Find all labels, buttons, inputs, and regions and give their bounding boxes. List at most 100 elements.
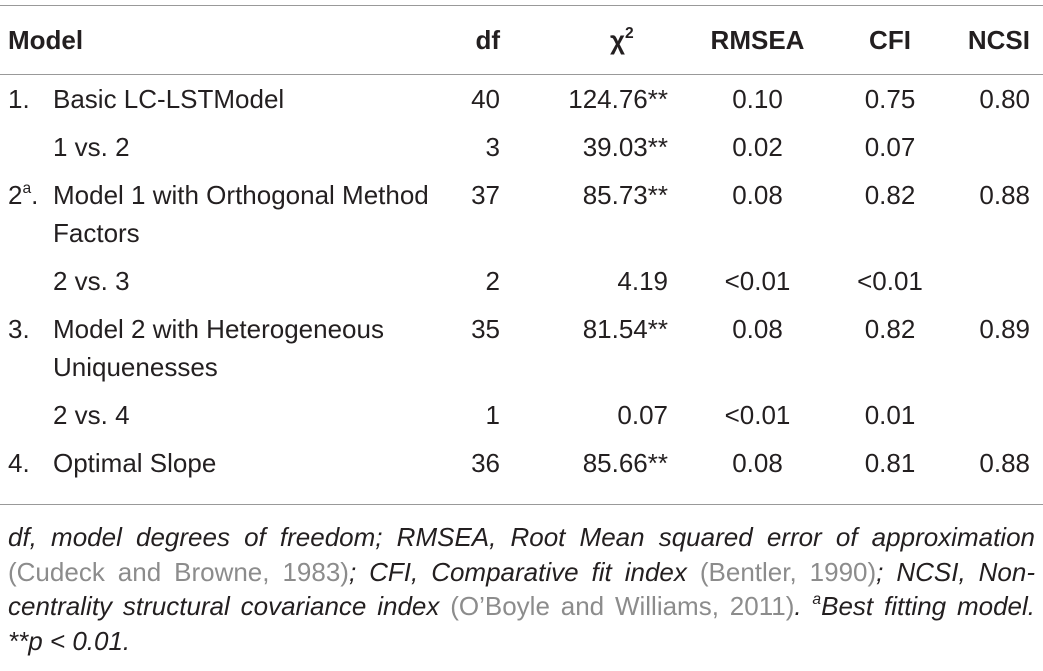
- footnote-superscript: a: [812, 591, 822, 609]
- comparison-row: 2 vs. 3 2 4.19 <0.01 <0.01: [0, 257, 1043, 305]
- value-text: 0.08: [732, 448, 783, 478]
- model-cell: 1. Basic LC-LSTModel: [0, 75, 455, 124]
- column-header: χ2: [510, 6, 680, 75]
- value-cell: 81.54**: [510, 305, 680, 391]
- value-cell: 85.73**: [510, 171, 680, 257]
- column-header: Model: [0, 6, 455, 75]
- model-name: 2 vs. 4: [53, 400, 130, 430]
- column-header: RMSEA: [680, 6, 835, 75]
- value-cell: 40: [455, 75, 510, 124]
- value-cell: 0.10: [680, 75, 835, 124]
- citation-link[interactable]: (Bentler, 1990): [699, 556, 877, 587]
- value-cell: 0.02: [680, 123, 835, 171]
- header-text: Model: [8, 24, 84, 55]
- value-cell: 0.81: [835, 439, 945, 487]
- value-cell: 0.82: [835, 171, 945, 257]
- value-text: 81.54**: [582, 314, 668, 344]
- model-cell: 2 vs. 3: [0, 257, 455, 305]
- value-text: 40: [471, 84, 500, 114]
- model-row: 3. Model 2 with Heterogeneous Uniquenesse…: [0, 305, 1043, 391]
- model-number: 1.: [8, 80, 53, 118]
- model-cell-content: 3. Model 2 with Heterogeneous Uniquenesse…: [8, 310, 455, 386]
- model-name: 1 vs. 2: [53, 132, 130, 162]
- value-text: 0.88: [979, 180, 1030, 210]
- model-cell: 2 vs. 4: [0, 391, 455, 439]
- value-cell: 0.07: [835, 123, 945, 171]
- value-cell: 0.80: [945, 75, 1043, 124]
- value-cell: 0.01: [835, 391, 945, 439]
- column-header: df: [455, 6, 510, 75]
- header-text: RMSEA: [710, 24, 805, 55]
- model-cell: 3. Model 2 with Heterogeneous Uniquenesse…: [0, 305, 455, 391]
- model-cell: 2a. Model 1 with Orthogonal Method Factor…: [0, 171, 455, 257]
- value-text: 1: [485, 400, 500, 430]
- value-cell: 85.66**: [510, 439, 680, 487]
- value-cell: 0.07: [510, 391, 680, 439]
- value-text: 0.82: [864, 180, 916, 210]
- value-cell: [945, 391, 1043, 439]
- value-cell: [945, 257, 1043, 305]
- citation-link[interactable]: (Cudeck and Browne, 1983): [8, 556, 349, 587]
- model-number: 4.: [8, 444, 53, 482]
- footnote-text: .: [794, 591, 813, 621]
- value-text: 0.82: [864, 314, 916, 344]
- model-cell-content: 2a. Model 1 with Orthogonal Method Factor…: [8, 176, 455, 252]
- value-cell: 124.76**: [510, 75, 680, 124]
- value-cell: 4.19: [510, 257, 680, 305]
- value-text: 3: [485, 132, 500, 162]
- value-cell: 0.88: [945, 171, 1043, 257]
- fit-table: Model df χ2 RMSEA CFI NCSI 1. Basic LC-LSTMode…: [0, 5, 1043, 487]
- value-text: <0.01: [724, 266, 791, 296]
- model-name: 2 vs. 3: [53, 266, 130, 296]
- value-text: 124.76**: [568, 84, 668, 114]
- model-cell-content: 1 vs. 2: [8, 128, 455, 166]
- model-name: Basic LC-LSTModel: [53, 84, 285, 114]
- value-text: <0.01: [724, 400, 791, 430]
- value-text: 35: [471, 314, 500, 344]
- footnote-text: ; CFI, Comparative fit index: [348, 556, 700, 587]
- value-text: 0.07: [864, 132, 916, 162]
- value-text: 0.10: [732, 84, 783, 114]
- header-text: df: [475, 24, 500, 55]
- model-cell: 1 vs. 2: [0, 123, 455, 171]
- number-text: 2: [8, 180, 23, 210]
- value-cell: 0.08: [680, 305, 835, 391]
- value-cell: 0.82: [835, 305, 945, 391]
- value-text: 2: [485, 266, 500, 296]
- value-cell: <0.01: [680, 257, 835, 305]
- model-row: 1. Basic LC-LSTModel 40 124.76** 0.10 0.75 0.8…: [0, 75, 1043, 124]
- value-text: <0.01: [857, 266, 923, 296]
- value-cell: 37: [455, 171, 510, 257]
- number-text: 1.: [8, 84, 30, 114]
- number-superscript: a: [22, 180, 32, 198]
- model-number: [8, 396, 53, 434]
- value-text: 85.73**: [582, 180, 668, 210]
- value-cell: 0.08: [680, 439, 835, 487]
- model-cell-content: 1. Basic LC-LSTModel: [8, 80, 455, 118]
- number-text: 3.: [8, 314, 30, 344]
- value-text: 0.01: [864, 400, 916, 430]
- model-name: Model 1 with Orthogonal Method Factors: [53, 180, 429, 248]
- value-text: 0.81: [864, 448, 916, 478]
- model-cell: 4. Optimal Slope: [0, 439, 455, 487]
- citation-link[interactable]: (O’Boyle and Williams, 2011): [450, 591, 795, 621]
- footnote-text: ; NCSI, Non-centrality structural covari…: [8, 556, 1035, 622]
- column-header: CFI: [835, 6, 945, 75]
- value-text: 0.08: [732, 180, 783, 210]
- value-text: 0.07: [617, 400, 668, 430]
- header-text: χ: [610, 24, 625, 55]
- comparison-row: 2 vs. 4 1 0.07 <0.01 0.01: [0, 391, 1043, 439]
- value-text: 0.80: [979, 84, 1030, 114]
- header-row: Model df χ2 RMSEA CFI NCSI: [0, 5, 1043, 75]
- model-number: [8, 262, 53, 300]
- value-cell: <0.01: [835, 257, 945, 305]
- model-row: 2a. Model 1 with Orthogonal Method Factor…: [0, 171, 1043, 257]
- value-cell: [945, 123, 1043, 171]
- model-cell-content: 2 vs. 4: [8, 396, 455, 434]
- header-text: CFI: [869, 24, 911, 55]
- table-body: 1. Basic LC-LSTModel 40 124.76** 0.10 0.75 0.8…: [0, 75, 1043, 488]
- value-text: 0.75: [864, 84, 916, 114]
- model-number: 3.: [8, 310, 53, 386]
- number-text: 4.: [8, 448, 30, 478]
